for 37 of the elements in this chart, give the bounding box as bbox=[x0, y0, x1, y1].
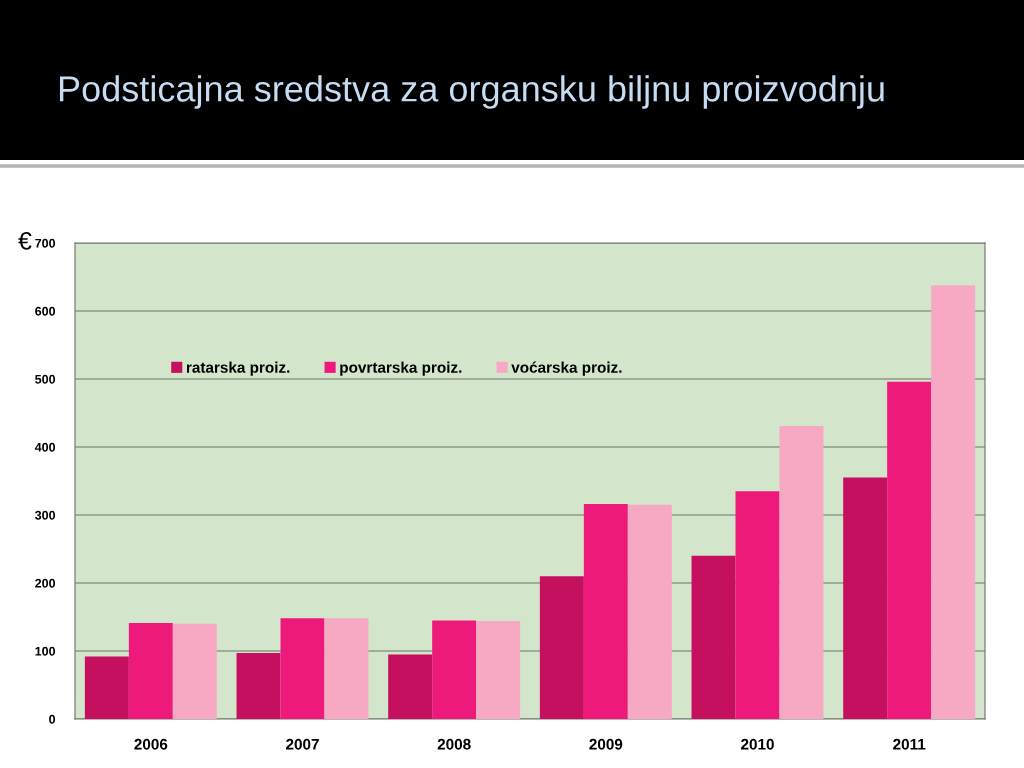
bar bbox=[887, 381, 932, 719]
bar bbox=[691, 555, 736, 719]
y-tick-label: 400 bbox=[34, 442, 56, 452]
y-tick-label: 0 bbox=[49, 714, 56, 724]
chart-title: Podsticajna sredstva za organsku biljnu proizvodnju bbox=[59, 75, 884, 109]
x-tick-label: 2007 bbox=[286, 738, 319, 750]
bar bbox=[172, 623, 217, 719]
bar bbox=[280, 618, 325, 719]
bar bbox=[779, 425, 824, 719]
bar bbox=[432, 620, 477, 719]
x-tick-label: 2006 bbox=[134, 738, 168, 750]
y-tick-label: 100 bbox=[35, 646, 56, 656]
bar bbox=[236, 653, 281, 719]
bar bbox=[128, 623, 173, 719]
x-tick-label: 2011 bbox=[893, 738, 926, 750]
x-tick-label: 2009 bbox=[589, 738, 623, 750]
bar bbox=[388, 654, 433, 719]
y-tick-label: 700 bbox=[35, 238, 56, 248]
legend-label: povrtarska proiz. bbox=[340, 361, 462, 376]
bar bbox=[735, 491, 780, 719]
y-tick-label: 500 bbox=[35, 374, 56, 384]
x-tick-label: 2008 bbox=[437, 738, 471, 750]
bar bbox=[539, 576, 584, 719]
x-tick-label: 2010 bbox=[741, 738, 774, 750]
y-tick-label: 200 bbox=[35, 578, 56, 588]
bar bbox=[931, 285, 976, 719]
y-tick-label: 300 bbox=[34, 510, 56, 520]
bar bbox=[583, 504, 628, 719]
legend-label: voćarska proiz. bbox=[511, 361, 622, 376]
bar bbox=[476, 621, 521, 719]
bar bbox=[84, 656, 129, 719]
bar bbox=[324, 618, 369, 719]
legend-label: ratarska proiz. bbox=[186, 361, 290, 376]
bar bbox=[627, 504, 672, 719]
y-axis-title: € bbox=[18, 232, 32, 250]
y-tick-label: 600 bbox=[35, 306, 56, 316]
bar bbox=[843, 477, 888, 719]
